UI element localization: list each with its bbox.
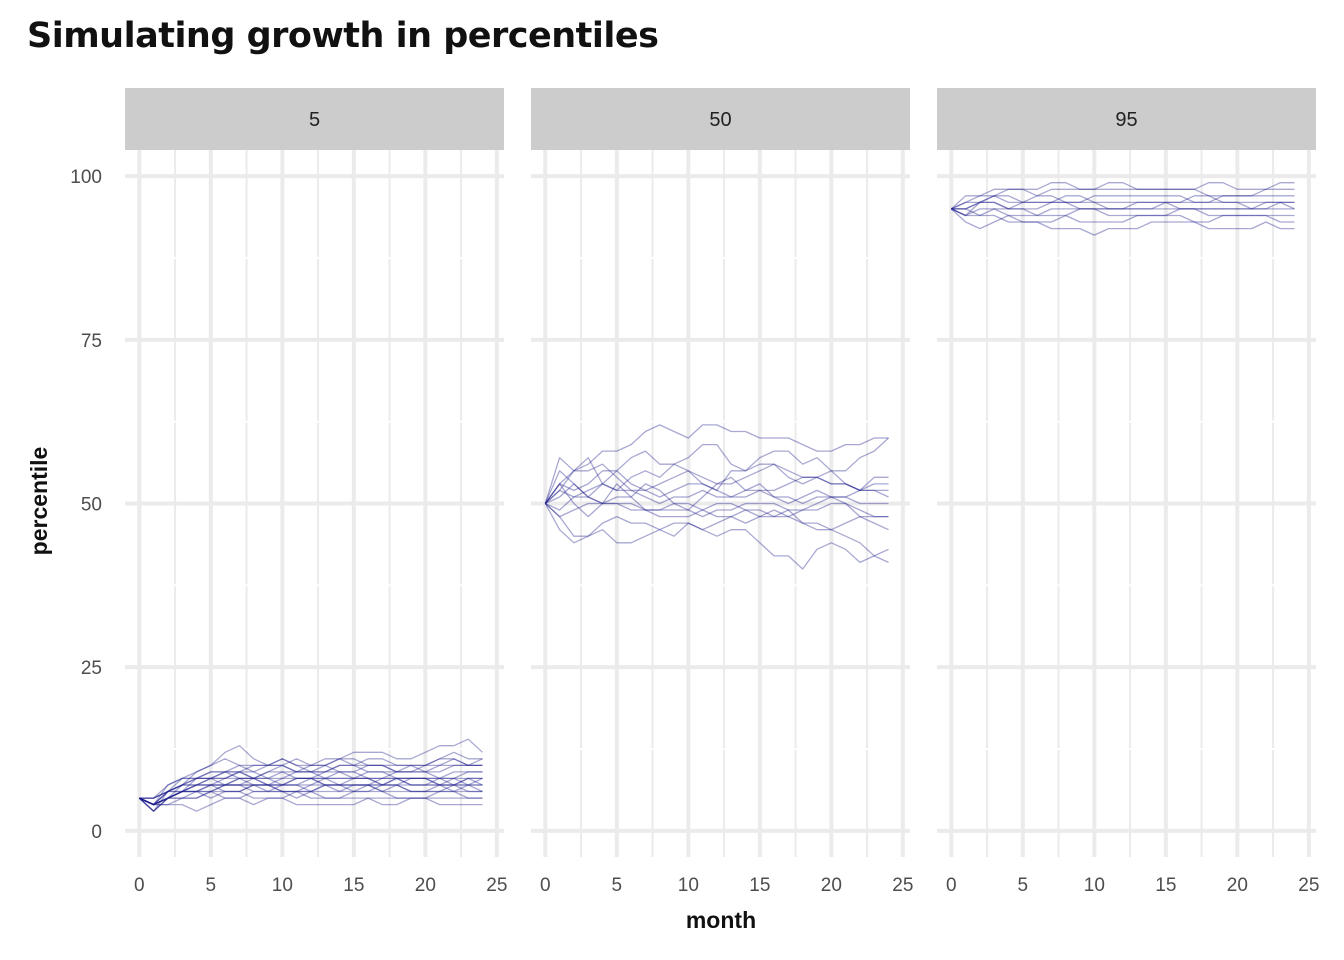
- series-line: [544, 463, 889, 504]
- x-tick-label: 5: [1018, 875, 1029, 896]
- x-tick-label: 5: [612, 875, 623, 896]
- x-tick-label: 15: [343, 875, 364, 896]
- x-tick-label: 10: [678, 875, 699, 896]
- series-line: [951, 201, 1295, 210]
- facet-strip: [937, 88, 1316, 150]
- series-line: [544, 463, 889, 504]
- series-line: [138, 784, 483, 812]
- x-axis-title: month: [686, 907, 756, 933]
- y-tick-label: 100: [70, 167, 102, 188]
- series-line: [139, 790, 483, 806]
- series-line: [139, 758, 483, 799]
- x-tick-label: 15: [1155, 875, 1176, 896]
- facet-strip-label: 95: [1115, 109, 1137, 131]
- series-line: [544, 424, 889, 504]
- series-line: [545, 496, 889, 518]
- series-line: [138, 771, 483, 812]
- series-line: [139, 784, 483, 806]
- series-line: [544, 503, 889, 570]
- x-tick-label: 25: [486, 875, 507, 896]
- series-line: [544, 443, 889, 504]
- series-line: [544, 483, 889, 505]
- x-tick-label: 20: [821, 875, 842, 896]
- facet-strip: [125, 88, 504, 150]
- x-tick-label: 0: [540, 875, 551, 896]
- x-tick-label: 20: [415, 875, 436, 896]
- chart-title: Simulating growth in percentiles: [27, 16, 659, 56]
- x-tick-label: 25: [1298, 875, 1319, 896]
- facet-strip-label: 50: [709, 109, 731, 131]
- y-tick-label: 50: [81, 495, 102, 516]
- x-tick-label: 20: [1227, 875, 1248, 896]
- facet-strip-label: 5: [309, 109, 320, 131]
- series-line: [951, 201, 1295, 210]
- series-line: [951, 188, 1295, 210]
- series-line: [138, 777, 483, 812]
- x-tick-label: 0: [134, 875, 145, 896]
- series-line: [139, 738, 483, 799]
- series-line: [139, 784, 483, 806]
- series-line: [139, 764, 483, 799]
- series-line: [544, 496, 889, 563]
- y-tick-label: 0: [91, 822, 102, 843]
- series-line: [951, 208, 1295, 236]
- series-line: [951, 201, 1295, 217]
- x-tick-label: 10: [1084, 875, 1105, 896]
- y-axis-title: percentile: [26, 447, 52, 556]
- series-line: [138, 751, 483, 812]
- series-line: [139, 784, 483, 806]
- series-line: [544, 503, 889, 544]
- series-line: [545, 476, 889, 531]
- series-line: [951, 208, 1295, 217]
- series-line: [951, 195, 1295, 217]
- facet-panel-95: 95 0 5 10 15 20 25: [937, 88, 1319, 896]
- series-line: [139, 771, 483, 806]
- series-line: [139, 758, 483, 806]
- x-tick-label: 0: [946, 875, 957, 896]
- series-line: [139, 797, 483, 812]
- series-line: [950, 208, 1295, 230]
- series-line: [139, 777, 483, 806]
- series-line: [139, 777, 483, 806]
- y-tick-label: 25: [81, 658, 102, 679]
- series-line: [544, 483, 889, 518]
- series-line: [544, 437, 889, 504]
- series-line: [139, 771, 483, 799]
- x-tick-label: 10: [272, 875, 293, 896]
- x-tick-label: 25: [892, 875, 913, 896]
- series-line: [950, 182, 1295, 210]
- series-line: [951, 195, 1295, 210]
- facet-panel-50: 50 0 5 10 15 20 25: [531, 88, 913, 896]
- facet-strip: [531, 88, 910, 150]
- series-line: [139, 758, 483, 806]
- series-line: [139, 777, 483, 806]
- x-tick-label: 15: [749, 875, 770, 896]
- x-tick-label: 5: [206, 875, 217, 896]
- series-line: [139, 790, 483, 806]
- y-tick-label: 75: [81, 331, 102, 352]
